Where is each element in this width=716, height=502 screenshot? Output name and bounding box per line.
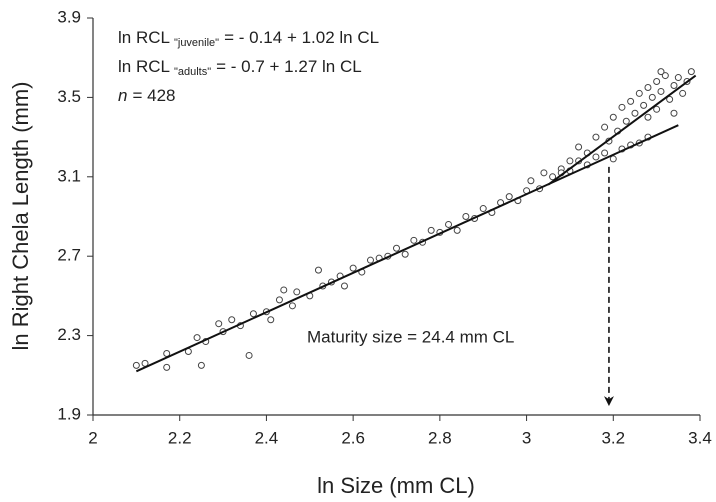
data-point (314, 266, 322, 274)
data-point (132, 361, 140, 369)
data-point (228, 316, 236, 324)
regression-line (135, 124, 679, 373)
data-point (410, 236, 418, 244)
data-point (349, 264, 357, 272)
data-point (601, 123, 609, 131)
y-tick-label: 3.9 (57, 7, 81, 26)
y-tick-label: 1.9 (57, 404, 81, 423)
equation-part: = - 0.14 + 1.02 ln CL (224, 28, 379, 47)
data-point (445, 220, 453, 228)
data-point (644, 83, 652, 91)
data-point (366, 256, 374, 264)
maturity-label: Maturity size = 24.4 mm CL (307, 327, 514, 346)
data-point (280, 286, 288, 294)
data-point (631, 109, 639, 117)
x-tick-label: 2.4 (255, 428, 279, 447)
data-point (340, 282, 348, 290)
x-tick-label: 2 (88, 428, 97, 447)
data-point (549, 173, 557, 181)
data-point (540, 169, 548, 177)
data-point (288, 302, 296, 310)
data-point (661, 72, 669, 80)
data-point (163, 363, 171, 371)
x-axis-label: ln Size (mm CL) (317, 473, 475, 498)
equation-part: = - 0.7 + 1.27 ln CL (216, 57, 362, 76)
equation: n = 428 (118, 86, 175, 105)
data-point (592, 153, 600, 161)
data-point (527, 177, 535, 185)
data-point (609, 113, 617, 121)
data-point (249, 310, 257, 318)
data-point (618, 103, 626, 111)
equation-part: ln RCL (118, 28, 170, 47)
data-point (670, 81, 678, 89)
y-tick-label: 2.7 (57, 246, 81, 265)
data-point (453, 226, 461, 234)
data-point (275, 296, 283, 304)
data-point (479, 205, 487, 213)
data-point (401, 250, 409, 258)
y-axis-label: ln Right Chela Length (mm) (8, 81, 33, 350)
equation-part: = 428 (132, 86, 175, 105)
data-point (640, 101, 648, 109)
x-tick-label: 3.2 (601, 428, 625, 447)
data-point (505, 193, 513, 201)
data-point (592, 133, 600, 141)
data-point (566, 157, 574, 165)
y-tick-label: 3.1 (57, 166, 81, 185)
equation: ln RCL "adults" = - 0.7 + 1.27 ln CL (118, 57, 362, 77)
data-point (627, 97, 635, 105)
equation-part: "adults" (174, 66, 211, 78)
data-point (462, 213, 470, 220)
y-tick-label: 2.3 (57, 325, 81, 344)
data-point (653, 105, 661, 113)
data-point (601, 149, 609, 157)
data-point (644, 113, 652, 121)
x-tick-label: 2.2 (168, 428, 192, 447)
x-tick-label: 2.8 (428, 428, 452, 447)
data-point (687, 68, 695, 76)
equation-part: n (118, 86, 127, 105)
data-point (657, 68, 665, 76)
data-point (674, 74, 682, 82)
data-point (622, 117, 630, 125)
data-point (193, 334, 201, 342)
data-point (393, 244, 400, 252)
data-point (293, 288, 301, 296)
data-point (653, 78, 661, 86)
x-tick-label: 3.4 (688, 428, 712, 447)
data-point (245, 351, 253, 359)
x-tick-label: 2.6 (341, 428, 365, 447)
equation-part: ln RCL (118, 57, 170, 76)
data-point (197, 361, 205, 369)
equation-part: "juvenile" (174, 37, 219, 49)
data-point (215, 320, 223, 328)
data-point (679, 89, 687, 97)
data-point (666, 95, 674, 103)
y-tick-label: 3.5 (57, 87, 81, 106)
data-point (609, 155, 617, 163)
data-point (267, 316, 275, 324)
x-tick-label: 3 (522, 428, 531, 447)
equation: ln RCL "juvenile" = - 0.14 + 1.02 ln CL (118, 28, 379, 48)
data-point (648, 93, 656, 101)
data-point (575, 143, 583, 151)
regression-line (547, 74, 697, 186)
data-point (427, 226, 435, 234)
data-point (635, 89, 643, 97)
data-point (670, 109, 678, 117)
data-point (657, 87, 665, 95)
